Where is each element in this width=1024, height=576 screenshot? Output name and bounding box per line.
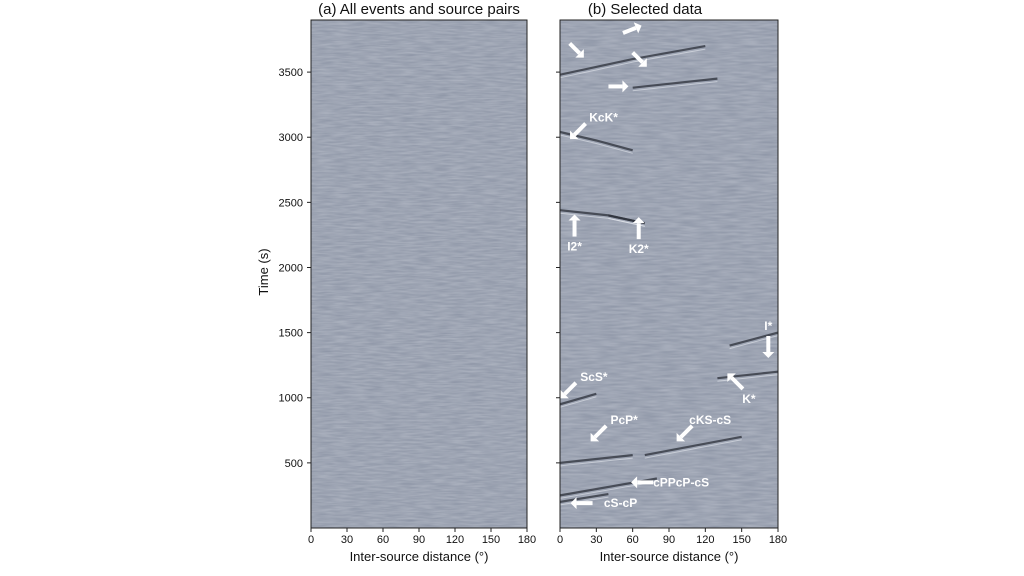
arrow-head-icon bbox=[727, 373, 736, 382]
x-tick-label: 60 bbox=[377, 534, 389, 546]
x-axis-label-b: Inter-source distance (°) bbox=[600, 549, 739, 564]
panel-b-axes: 0 30 60 90 120 150 180 bbox=[556, 71, 787, 546]
y-tick-label: 1500 bbox=[279, 328, 303, 340]
x-axis-label-a: Inter-source distance (°) bbox=[350, 549, 489, 564]
phase-line bbox=[644, 435, 742, 457]
phase-label: K* bbox=[742, 392, 756, 406]
y-tick-label: 1000 bbox=[279, 393, 303, 405]
phase-label: ScS* bbox=[580, 370, 608, 384]
arrow-head-icon bbox=[560, 389, 569, 399]
x-tick-label: 180 bbox=[518, 534, 536, 546]
arrow-head-icon bbox=[676, 432, 686, 442]
arrow-head-icon bbox=[575, 49, 584, 58]
phase-line bbox=[560, 454, 633, 464]
x-tick-label: 30 bbox=[341, 534, 353, 546]
arrow-icon bbox=[563, 381, 578, 396]
phase-label: PcP* bbox=[611, 413, 639, 427]
panel-a-axes: 0 30 60 90 120 150 180 500 1000 1500 2000 2500 3000 3… bbox=[279, 67, 537, 546]
phase-line bbox=[632, 77, 718, 89]
y-tick-label: 2500 bbox=[279, 197, 303, 209]
phase-label: cPPcP-cS bbox=[653, 475, 709, 489]
phase-line-highlight bbox=[644, 439, 742, 459]
phase-line bbox=[560, 45, 706, 76]
x-tick-label: 60 bbox=[627, 534, 639, 546]
panel-b: KcK* I2* K2* I* ScS* K* PcP* cKS-cS cPPcP-cS cS-c… bbox=[559, 19, 779, 529]
x-tick-label: 30 bbox=[590, 534, 602, 546]
arrow-icon bbox=[679, 424, 694, 439]
x-tick-label: 90 bbox=[413, 534, 425, 546]
y-tick-label: 3000 bbox=[279, 132, 303, 144]
x-tick-label: 150 bbox=[732, 534, 750, 546]
x-tick-label: 120 bbox=[696, 534, 714, 546]
arrow-head-icon bbox=[590, 432, 600, 442]
arrow-icon bbox=[568, 42, 582, 55]
arrow-head-icon bbox=[570, 130, 579, 140]
phase-line-highlight bbox=[560, 496, 609, 506]
phase-line bbox=[560, 392, 597, 406]
phase-label: KcK* bbox=[589, 111, 618, 125]
arrow-head-icon bbox=[622, 80, 629, 93]
phase-label: I2* bbox=[567, 240, 582, 254]
y-tick-label: 500 bbox=[285, 458, 303, 470]
phase-line bbox=[560, 493, 609, 503]
x-tick-label: 120 bbox=[446, 534, 464, 546]
arrow-icon bbox=[622, 25, 637, 35]
arrow-head-icon bbox=[568, 214, 581, 221]
panel-b-texture bbox=[560, 20, 778, 528]
arrow-head-icon bbox=[633, 22, 642, 34]
x-tick-label: 150 bbox=[482, 534, 500, 546]
panel-a bbox=[310, 19, 528, 529]
x-tick-label: 0 bbox=[308, 534, 314, 546]
y-tick-label: 2000 bbox=[279, 262, 303, 274]
arrow-icon bbox=[593, 424, 608, 439]
arrow-icon bbox=[730, 376, 745, 391]
phase-label: I* bbox=[764, 319, 772, 333]
x-tick-label: 180 bbox=[769, 534, 787, 546]
y-axis-label: Time (s) bbox=[256, 248, 271, 295]
phase-label: K2* bbox=[629, 242, 649, 256]
annotations: KcK* I2* K2* I* ScS* K* PcP* cKS-cS cPPcP-cS cS-c… bbox=[560, 22, 775, 510]
x-tick-label: 90 bbox=[663, 534, 675, 546]
phase-line-highlight bbox=[560, 48, 706, 79]
y-tick-label: 3500 bbox=[279, 67, 303, 79]
phase-lines bbox=[560, 45, 778, 506]
arrow-head-icon bbox=[570, 497, 577, 510]
phase-label: cKS-cS bbox=[689, 413, 731, 427]
phase-line-highlight bbox=[560, 457, 633, 467]
phase-line bbox=[729, 331, 778, 347]
panel-b-title: (b) Selected data bbox=[588, 1, 703, 18]
phase-label: cS-cP bbox=[604, 496, 637, 510]
arrow-head-icon bbox=[638, 58, 647, 67]
arrow-head-icon bbox=[632, 217, 645, 224]
panel-a-title: (a) All events and source pairs bbox=[318, 1, 520, 18]
arrow-head-icon bbox=[762, 352, 775, 359]
phase-line-highlight bbox=[560, 396, 597, 408]
arrow-icon bbox=[572, 122, 588, 137]
arrow-icon bbox=[631, 51, 644, 64]
arrow-head-icon bbox=[631, 476, 638, 489]
panel-a-texture bbox=[311, 20, 527, 528]
phase-line-highlight bbox=[632, 81, 718, 92]
x-tick-label: 0 bbox=[557, 534, 563, 546]
